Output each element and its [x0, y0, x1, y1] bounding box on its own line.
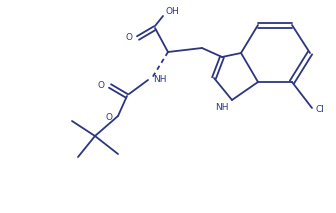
- Text: NH: NH: [153, 75, 167, 85]
- Text: NH: NH: [215, 104, 229, 112]
- Text: O: O: [126, 33, 133, 43]
- Text: OH: OH: [165, 7, 179, 16]
- Text: O: O: [106, 114, 113, 122]
- Text: O: O: [98, 82, 105, 91]
- Text: Cl: Cl: [316, 105, 325, 115]
